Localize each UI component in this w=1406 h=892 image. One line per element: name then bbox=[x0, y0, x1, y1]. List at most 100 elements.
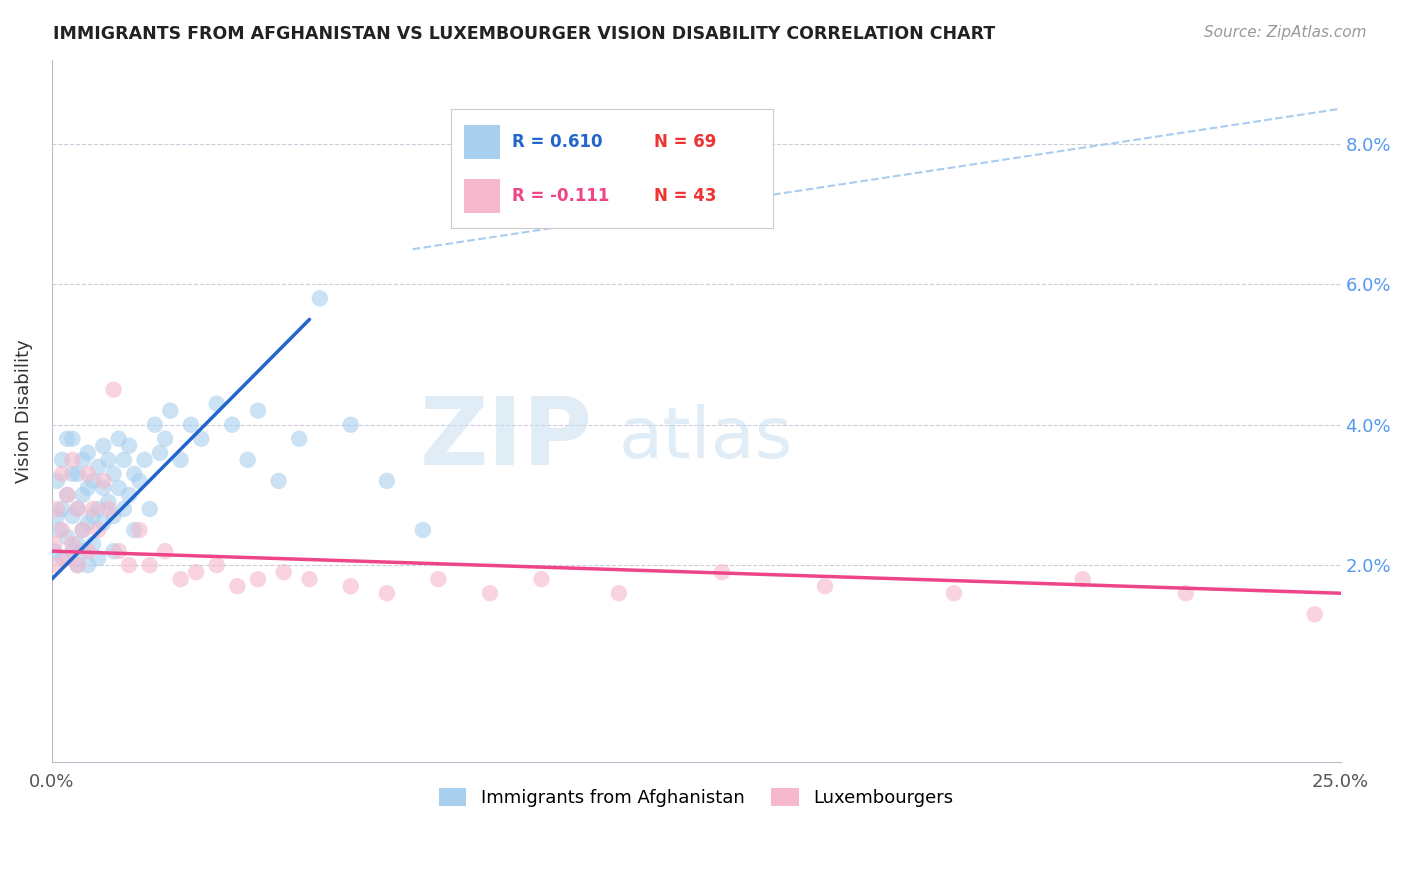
Point bbox=[56, 530, 79, 544]
Point bbox=[134, 453, 156, 467]
Point bbox=[103, 467, 125, 481]
Point bbox=[236, 453, 259, 467]
Point bbox=[51, 467, 73, 481]
Point bbox=[66, 558, 89, 573]
Point bbox=[51, 523, 73, 537]
Point bbox=[180, 417, 202, 432]
Point bbox=[607, 586, 630, 600]
Point bbox=[107, 544, 129, 558]
Point bbox=[478, 586, 501, 600]
Point bbox=[273, 565, 295, 579]
Point bbox=[66, 558, 89, 573]
Text: IMMIGRANTS FROM AFGHANISTAN VS LUXEMBOURGER VISION DISABILITY CORRELATION CHART: IMMIGRANTS FROM AFGHANISTAN VS LUXEMBOUR… bbox=[53, 25, 995, 43]
Point bbox=[427, 572, 450, 586]
Legend: Immigrants from Afghanistan, Luxembourgers: Immigrants from Afghanistan, Luxembourge… bbox=[430, 779, 962, 816]
Point bbox=[103, 508, 125, 523]
Point bbox=[56, 488, 79, 502]
Point bbox=[72, 523, 94, 537]
Point bbox=[205, 397, 228, 411]
Point bbox=[112, 453, 135, 467]
Point bbox=[87, 551, 110, 566]
Point bbox=[153, 432, 176, 446]
Point bbox=[60, 467, 83, 481]
Point bbox=[267, 474, 290, 488]
Point bbox=[87, 459, 110, 474]
Point bbox=[56, 551, 79, 566]
Point bbox=[60, 453, 83, 467]
Point bbox=[159, 403, 181, 417]
Point bbox=[66, 467, 89, 481]
Point bbox=[308, 291, 330, 305]
Point bbox=[76, 558, 98, 573]
Point bbox=[138, 502, 160, 516]
Point bbox=[44, 544, 66, 558]
Point bbox=[942, 586, 965, 600]
Point bbox=[375, 586, 398, 600]
Point bbox=[453, 186, 475, 200]
Point bbox=[76, 544, 98, 558]
Point bbox=[530, 572, 553, 586]
Point bbox=[66, 502, 89, 516]
Point bbox=[56, 488, 79, 502]
Point bbox=[97, 453, 120, 467]
Point bbox=[60, 544, 83, 558]
Point bbox=[91, 474, 114, 488]
Point bbox=[72, 523, 94, 537]
Point bbox=[66, 502, 89, 516]
Point bbox=[82, 502, 104, 516]
Point bbox=[118, 558, 141, 573]
Point bbox=[143, 417, 166, 432]
Point bbox=[97, 495, 120, 509]
Point bbox=[66, 537, 89, 551]
Point bbox=[169, 572, 191, 586]
Point bbox=[107, 481, 129, 495]
Point bbox=[153, 544, 176, 558]
Point bbox=[56, 432, 79, 446]
Point bbox=[339, 579, 361, 593]
Point bbox=[72, 453, 94, 467]
Point bbox=[48, 523, 70, 537]
Point bbox=[112, 502, 135, 516]
Point bbox=[122, 467, 145, 481]
Point bbox=[60, 432, 83, 446]
Point bbox=[91, 481, 114, 495]
Point bbox=[45, 508, 67, 523]
Point bbox=[45, 474, 67, 488]
Point bbox=[118, 488, 141, 502]
Point bbox=[82, 474, 104, 488]
Point bbox=[97, 502, 120, 516]
Point bbox=[60, 508, 83, 523]
Point bbox=[51, 453, 73, 467]
Point bbox=[87, 523, 110, 537]
Text: Source: ZipAtlas.com: Source: ZipAtlas.com bbox=[1204, 25, 1367, 40]
Y-axis label: Vision Disability: Vision Disability bbox=[15, 339, 32, 483]
Point bbox=[51, 502, 73, 516]
Point bbox=[72, 544, 94, 558]
Point bbox=[60, 537, 83, 551]
Point bbox=[375, 474, 398, 488]
Point bbox=[1174, 586, 1197, 600]
Point bbox=[814, 579, 837, 593]
Point bbox=[103, 544, 125, 558]
Point bbox=[246, 572, 269, 586]
Point bbox=[339, 417, 361, 432]
Point bbox=[138, 558, 160, 573]
Point bbox=[45, 502, 67, 516]
Point bbox=[288, 432, 311, 446]
Point bbox=[87, 502, 110, 516]
Point bbox=[103, 383, 125, 397]
Point bbox=[76, 446, 98, 460]
Point bbox=[91, 516, 114, 530]
Point bbox=[190, 432, 212, 446]
Point bbox=[91, 439, 114, 453]
Point bbox=[1303, 607, 1326, 622]
Point bbox=[72, 488, 94, 502]
Point bbox=[76, 516, 98, 530]
Point bbox=[76, 467, 98, 481]
Point bbox=[44, 537, 66, 551]
Point bbox=[169, 453, 191, 467]
Point bbox=[118, 439, 141, 453]
Point bbox=[298, 572, 321, 586]
Point bbox=[246, 403, 269, 417]
Point bbox=[205, 558, 228, 573]
